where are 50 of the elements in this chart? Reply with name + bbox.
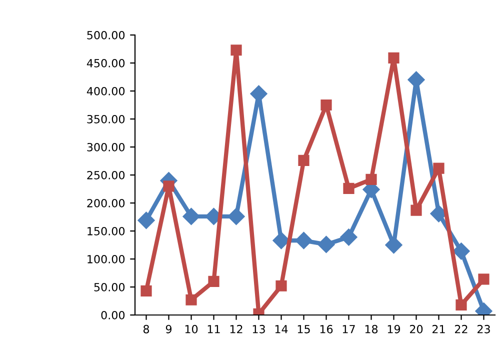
x-tick-label: 10 (185, 324, 198, 334)
point (228, 208, 245, 225)
point (298, 154, 310, 166)
x-tick-label: 15 (298, 325, 310, 334)
y-tick-label: 350.00 (87, 114, 125, 124)
x-tick-label: 23 (477, 324, 490, 334)
x-tick-label: 22 (454, 324, 468, 334)
point (340, 228, 358, 246)
x-tick-label: 8 (143, 324, 150, 334)
point (272, 232, 290, 250)
y-tick-label: 250.00 (87, 170, 125, 180)
x-tick-label: 13 (252, 324, 265, 334)
y-tick-label: 50.00 (94, 282, 125, 292)
point (140, 285, 152, 296)
x-tick-label: 19 (388, 324, 400, 334)
point (318, 236, 335, 253)
point (410, 204, 422, 216)
point (452, 242, 470, 260)
point (138, 212, 155, 229)
y-tick-label: 400.00 (86, 86, 125, 96)
point (276, 280, 287, 292)
point (343, 182, 354, 194)
point (433, 162, 444, 174)
x-tick-label: 16 (320, 324, 333, 334)
y-tick-label: 500.00 (87, 30, 125, 40)
point (230, 44, 242, 56)
point (186, 294, 197, 306)
y-tick-label: 0.00 (101, 310, 125, 320)
point (456, 299, 467, 310)
y-tick-label: 150.00 (88, 226, 125, 236)
point (478, 274, 490, 285)
point (366, 174, 377, 186)
x-tick-label: 21 (432, 324, 445, 334)
point (182, 208, 200, 225)
y-tick-label: 300.00 (87, 142, 125, 152)
x-tick-label: 11 (208, 325, 220, 334)
x-tick-label: 14 (275, 325, 288, 334)
x-tick-label: 18 (365, 324, 378, 334)
x-tick-label: 20 (410, 324, 423, 334)
point (320, 99, 332, 111)
x-tick-label: 12 (230, 324, 242, 334)
x-tick-label: 9 (166, 324, 172, 334)
point (295, 232, 312, 250)
point (163, 180, 174, 192)
y-tick-label: 450.00 (86, 58, 125, 68)
point (388, 52, 400, 64)
point (208, 276, 220, 287)
x-tick-label: 17 (342, 325, 355, 334)
y-tick-label: 200.00 (87, 198, 125, 208)
y-tick-label: 100.00 (88, 254, 125, 264)
